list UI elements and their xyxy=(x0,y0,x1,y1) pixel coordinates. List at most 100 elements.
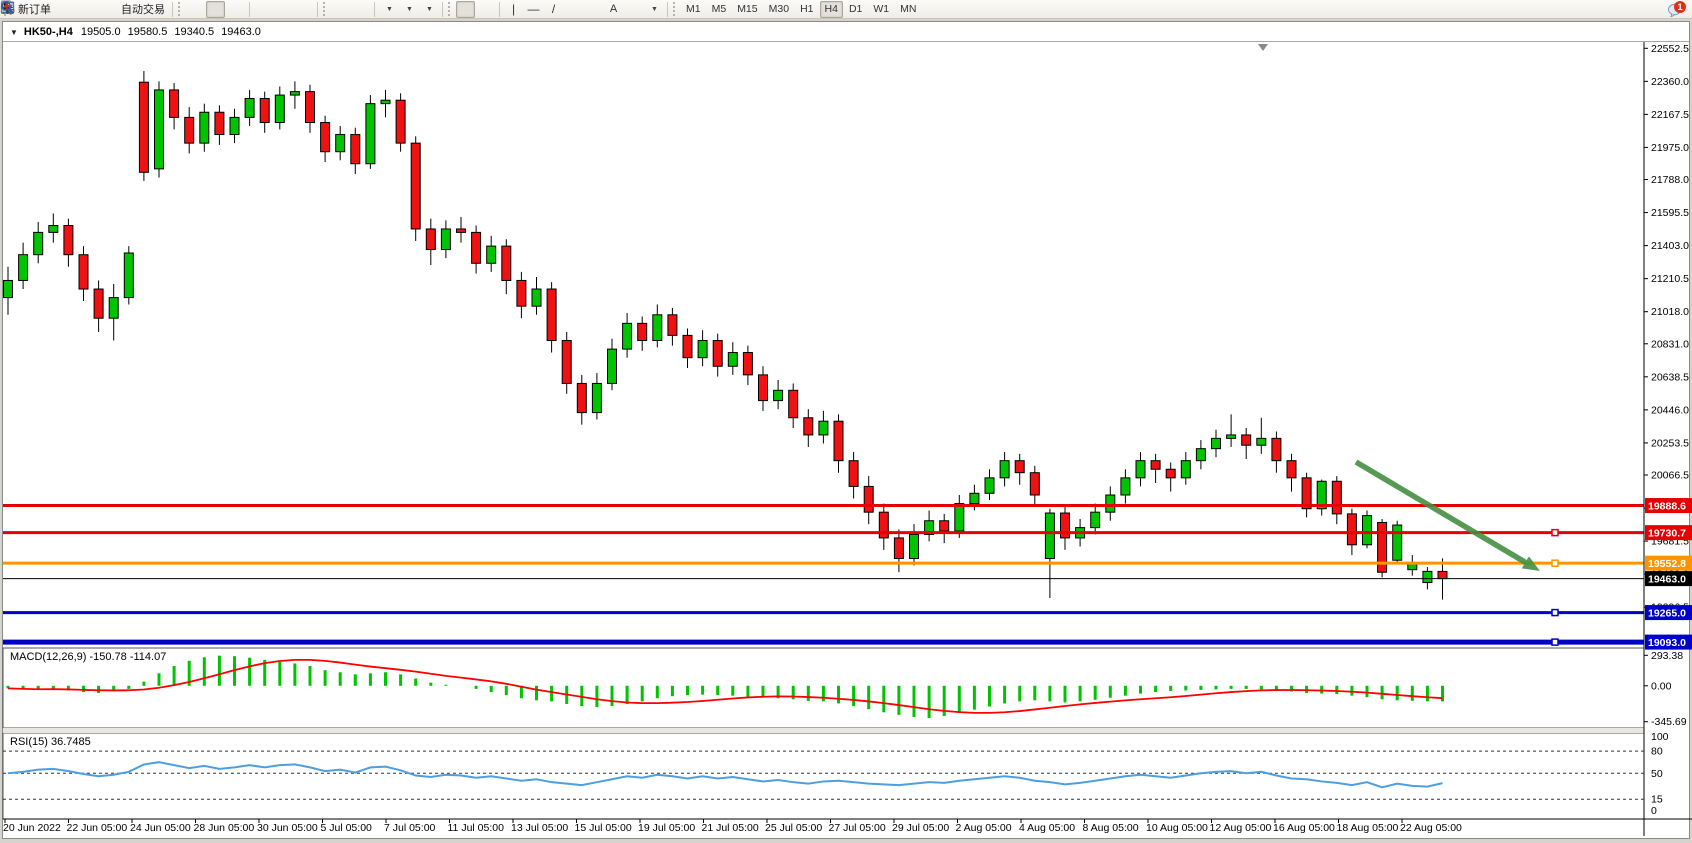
price-tick-label: 20066.5 xyxy=(1651,470,1689,482)
trendline-tool[interactable]: / xyxy=(551,2,556,16)
trend-arrow-head[interactable] xyxy=(1521,556,1540,571)
price-tick-label: 21975.0 xyxy=(1651,142,1689,154)
price-tag-label: 19463.0 xyxy=(1648,573,1686,585)
time-axis-label: 10 Aug 05:00 xyxy=(1146,822,1208,834)
candle xyxy=(1362,515,1372,546)
tab-timeframe-H4[interactable]: H4 xyxy=(819,0,843,18)
candle xyxy=(1029,472,1040,496)
time-axis-label: 16 Aug 05:00 xyxy=(1273,822,1335,834)
price-tag-label: 19730.7 xyxy=(1648,527,1686,539)
tab-timeframe-MN[interactable]: MN xyxy=(900,3,917,15)
rsi-pane[interactable] xyxy=(2,732,1645,820)
candle xyxy=(803,417,814,436)
notifications-button[interactable]: 1 xyxy=(1666,0,1686,18)
time-axis-label: 15 Jul 05:00 xyxy=(575,822,632,834)
toolbar-grip[interactable] xyxy=(448,2,452,16)
candle xyxy=(818,420,829,436)
tab-timeframe-M15[interactable]: M15 xyxy=(737,3,758,15)
candle xyxy=(169,89,180,118)
price-tag xyxy=(1645,498,1692,514)
chart-collapse-icon[interactable]: ▼ xyxy=(10,27,18,37)
candle xyxy=(969,492,980,505)
candle xyxy=(561,340,572,384)
rsi-indicator-label: RSI(15) 36.7485 xyxy=(10,736,91,748)
candle xyxy=(63,225,74,256)
candle xyxy=(335,134,346,153)
tab-timeframe-M1[interactable]: M1 xyxy=(686,3,701,15)
search-button[interactable] xyxy=(1,1,1662,18)
bar-close-value: 19463.0 xyxy=(221,26,261,38)
macd-signal-line xyxy=(7,658,1443,714)
candle xyxy=(1211,437,1221,450)
tab-timeframe-H1[interactable]: H1 xyxy=(800,3,814,15)
candle xyxy=(440,228,451,251)
time-axis-label: 19 Jul 05:00 xyxy=(638,822,695,834)
candle xyxy=(365,103,376,165)
candle xyxy=(622,322,633,350)
toolbar-grip[interactable] xyxy=(178,2,182,16)
line-handle[interactable] xyxy=(1551,528,1559,537)
candle xyxy=(924,520,935,535)
time-axis-label: 22 Aug 05:00 xyxy=(1400,822,1462,834)
candle xyxy=(1437,570,1448,580)
candle xyxy=(1301,477,1312,510)
rsi-scale-label: 80 xyxy=(1651,746,1663,758)
main-price-pane[interactable] xyxy=(3,42,1644,648)
vertical-line-tool[interactable]: | xyxy=(511,2,516,16)
time-axis-label: 28 Jun 05:00 xyxy=(194,822,255,834)
candle xyxy=(833,420,844,462)
tab-timeframe-W1[interactable]: W1 xyxy=(873,3,890,15)
candle xyxy=(607,348,617,384)
line-handle[interactable] xyxy=(1551,608,1559,617)
candle xyxy=(320,122,331,153)
candle xyxy=(863,485,874,513)
candle xyxy=(1180,460,1191,479)
rsi-scale-label: 50 xyxy=(1651,768,1663,780)
new-order-label: 新订单 xyxy=(18,4,51,16)
candle xyxy=(1014,460,1025,474)
toolbar-grip[interactable] xyxy=(323,2,327,16)
line-handle[interactable] xyxy=(1551,559,1559,567)
candle xyxy=(637,322,648,342)
candle xyxy=(3,279,13,299)
chart-shift-marker[interactable] xyxy=(1258,44,1268,51)
chart-symbol-timeframe: HK50-,H4 xyxy=(23,26,73,38)
trend-arrow-line[interactable] xyxy=(1354,459,1527,565)
bar-open-value: 19505.0 xyxy=(80,26,121,38)
price-tick-label: 22360.0 xyxy=(1651,76,1689,88)
candle xyxy=(939,520,950,532)
price-tag-label: 19888.6 xyxy=(1648,500,1686,512)
pane-splitter[interactable] xyxy=(3,728,1644,733)
candle xyxy=(999,460,1010,479)
candle xyxy=(742,352,753,376)
tab-timeframe-M30[interactable]: M30 xyxy=(768,3,790,15)
candle xyxy=(1346,513,1357,546)
horizontal-line-tool[interactable]: — xyxy=(527,2,540,16)
price-tag-label: 19552.8 xyxy=(1648,558,1686,570)
candle xyxy=(154,89,164,170)
time-axis-label: 20 Jun 2022 xyxy=(3,822,61,834)
candle xyxy=(1226,434,1237,439)
toolbar-grip[interactable] xyxy=(673,2,677,16)
candle xyxy=(848,460,859,487)
main-toolbar: 新订单 自动交易 ▼ ▼ xyxy=(0,0,1692,19)
text-tool[interactable]: A xyxy=(609,3,618,15)
tab-timeframe-M5[interactable]: M5 xyxy=(711,3,727,15)
price-tag xyxy=(1645,555,1692,571)
time-axis-label: 24 Jun 05:00 xyxy=(130,822,191,834)
candle xyxy=(18,254,29,281)
candle xyxy=(138,81,149,173)
line-handle[interactable] xyxy=(1551,638,1559,646)
price-tag xyxy=(1645,525,1692,541)
candle xyxy=(531,288,542,307)
candle xyxy=(727,352,738,367)
rsi-scale-label: 15 xyxy=(1651,794,1663,806)
candle xyxy=(1241,434,1252,446)
time-axis-label: 4 Aug 05:00 xyxy=(1019,822,1075,834)
candle xyxy=(697,340,708,359)
candle xyxy=(123,252,134,299)
tab-timeframe-D1[interactable]: D1 xyxy=(848,3,863,15)
candle xyxy=(456,228,466,233)
time-axis-label: 27 Jul 05:00 xyxy=(829,822,886,834)
